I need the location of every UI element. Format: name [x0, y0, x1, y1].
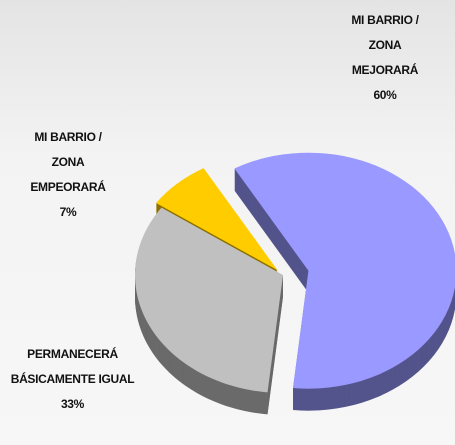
slice	[234, 152, 455, 389]
value-label: 7%	[59, 205, 77, 219]
category-label: PERMANECERÁ BÁSICAMENTE IGUAL	[10, 347, 135, 386]
category-label: MI BARRIO / ZONA MEJORARÁ	[351, 13, 419, 77]
slice-label: MI BARRIO / ZONA EMPEORARÁ 7%	[18, 125, 118, 225]
value-label: 33%	[60, 397, 85, 411]
slice-label: PERMANECERÁ BÁSICAMENTE IGUAL 33%	[10, 342, 135, 417]
category-label: MI BARRIO / ZONA EMPEORARÁ	[30, 130, 106, 194]
value-label: 60%	[373, 88, 397, 102]
slice	[156, 168, 278, 271]
slice-label: MI BARRIO / ZONA MEJORARÁ 60%	[335, 8, 435, 108]
slice	[134, 207, 283, 393]
